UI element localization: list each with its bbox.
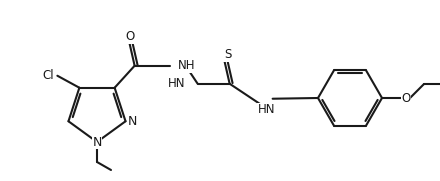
- Text: O: O: [125, 30, 134, 43]
- Text: O: O: [401, 92, 411, 104]
- Text: HN: HN: [258, 103, 275, 116]
- Text: Cl: Cl: [43, 69, 54, 82]
- Text: N: N: [92, 136, 102, 148]
- Text: HN: HN: [168, 77, 186, 90]
- Text: NH: NH: [178, 59, 195, 72]
- Text: N: N: [128, 115, 137, 128]
- Text: S: S: [224, 48, 231, 61]
